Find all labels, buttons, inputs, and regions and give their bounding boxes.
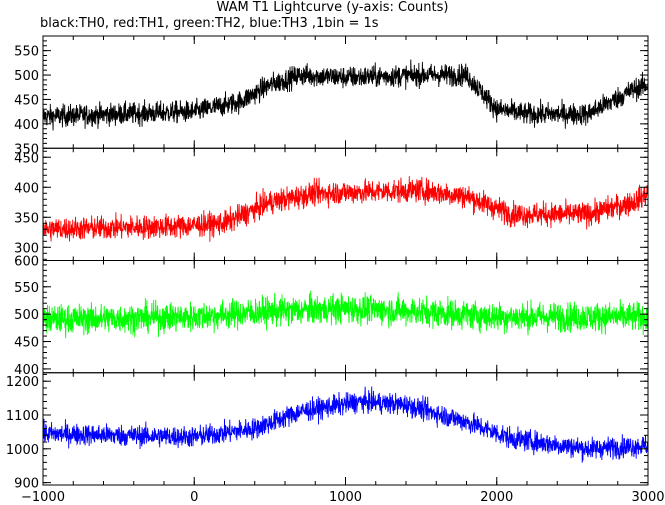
x-tick-label: 1000 bbox=[329, 490, 362, 505]
y-tick-label-panel-4: 900 bbox=[14, 477, 39, 492]
chart-title: WAM T1 Lightcurve (y-axis: Counts) bbox=[216, 0, 449, 15]
x-tick-label: 0 bbox=[190, 490, 198, 505]
y-tick-label-panel-1: 500 bbox=[14, 69, 39, 84]
series-line-panel-3 bbox=[43, 290, 648, 339]
series-line-panel-4 bbox=[43, 386, 648, 463]
y-tick-label-panel-3: 400 bbox=[14, 363, 39, 378]
series-line-panel-2 bbox=[43, 176, 648, 242]
y-tick-label-panel-1: 550 bbox=[14, 45, 39, 60]
y-tick-label-panel-4: 1100 bbox=[6, 409, 39, 424]
y-edge-label-panel-3: 600 bbox=[14, 255, 39, 270]
y-tick-label-panel-4: 1000 bbox=[6, 443, 39, 458]
panel-frame-2 bbox=[42, 147, 649, 261]
x-tick-label: −1000 bbox=[21, 490, 65, 505]
y-tick-label-panel-2: 350 bbox=[14, 211, 39, 226]
y-tick-label-panel-1: 400 bbox=[14, 118, 39, 133]
y-tick-label-panel-2: 300 bbox=[14, 241, 39, 256]
y-tick-label-panel-3: 450 bbox=[14, 336, 39, 351]
y-tick-label-panel-2: 400 bbox=[14, 181, 39, 196]
y-tick-label-panel-4: 1200 bbox=[6, 375, 39, 390]
series-line-panel-1 bbox=[43, 59, 648, 131]
y-tick-label-panel-3: 500 bbox=[14, 308, 39, 323]
y-tick-label-panel-1: 450 bbox=[14, 93, 39, 108]
x-tick-label: 3000 bbox=[631, 490, 664, 505]
y-tick-label-panel-3: 550 bbox=[14, 281, 39, 296]
y-edge-label-panel-1: 350 bbox=[14, 142, 39, 157]
panel-frame-1 bbox=[42, 35, 649, 149]
x-tick-label: 2000 bbox=[480, 490, 513, 505]
chart-subtitle: black:TH0, red:TH1, green:TH2, blue:TH3 … bbox=[40, 16, 379, 31]
y-tick-label-panel-2: 450 bbox=[14, 151, 39, 166]
